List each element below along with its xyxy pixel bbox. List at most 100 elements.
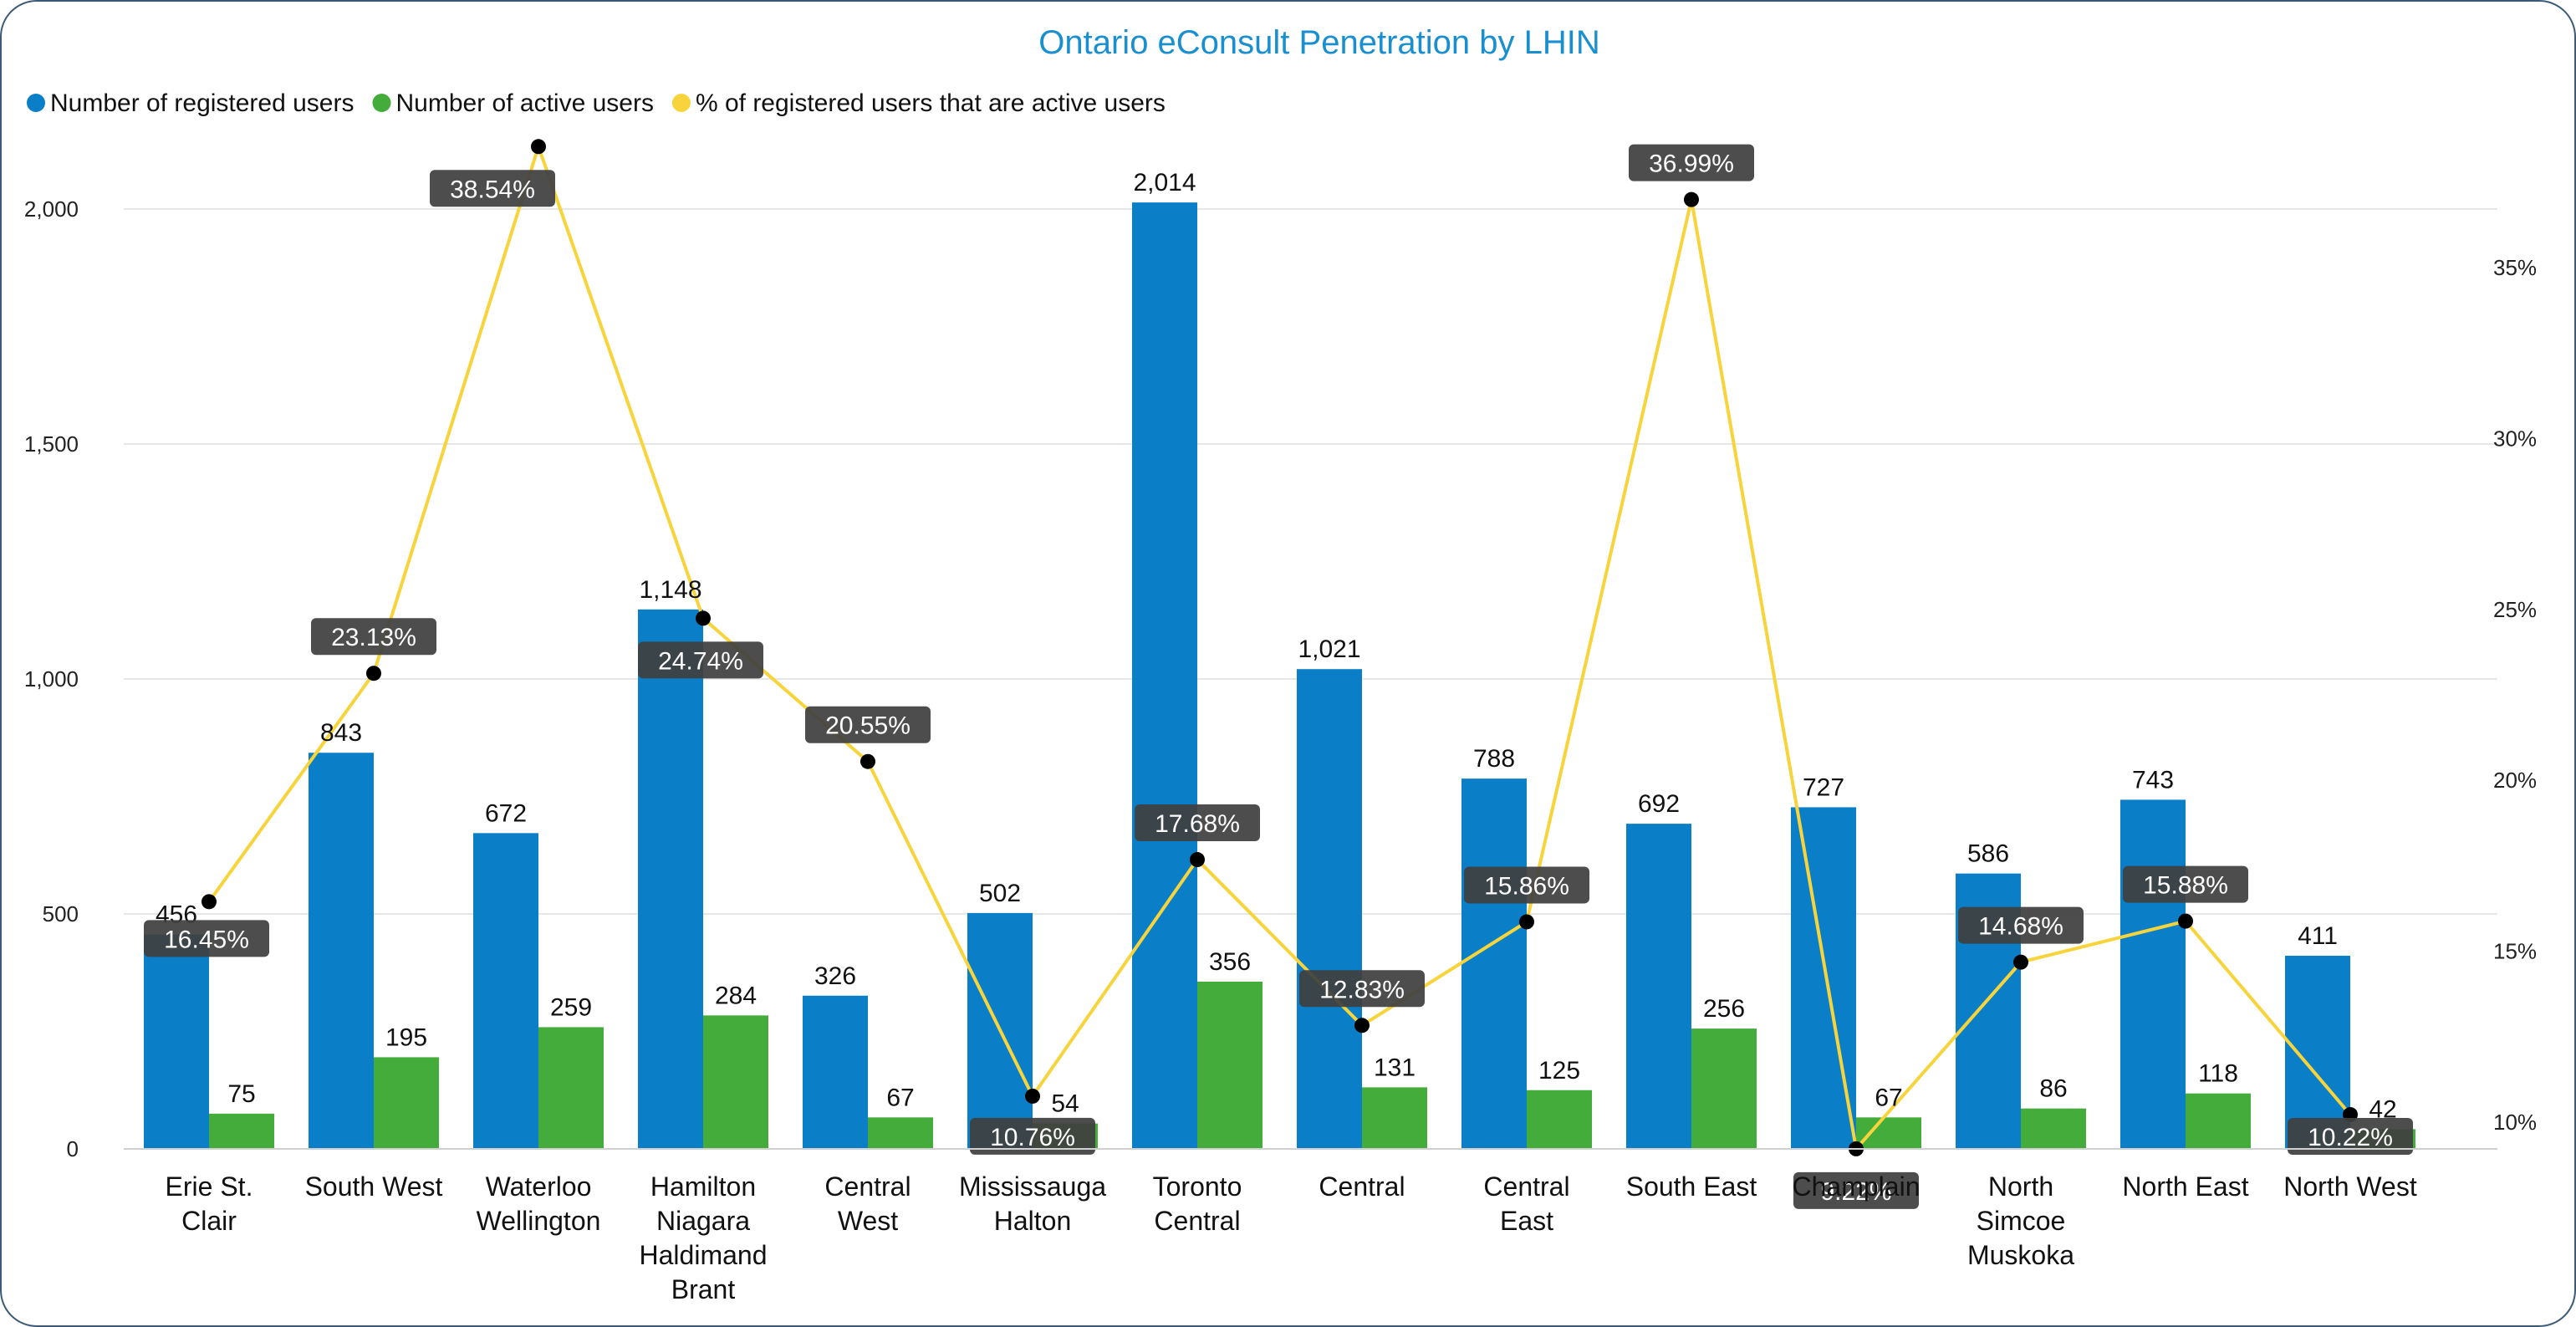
bar-active-users: [1691, 1028, 1757, 1149]
data-label-active: 75: [227, 1080, 255, 1108]
y-right-tick-label: 20%: [2493, 768, 2537, 793]
bar-active-users: [868, 1117, 933, 1149]
percentage-label-box: [1793, 1171, 1919, 1209]
legend-item: % of registered users that are active us…: [671, 89, 1166, 117]
legend-label: Number of active users: [396, 89, 654, 117]
bar-registered-users: [2120, 799, 2186, 1149]
percentage-label-box: [638, 641, 763, 679]
data-label-active: 259: [550, 993, 592, 1021]
bar-registered-users: [144, 934, 209, 1149]
percentage-line-path: [207, 140, 2352, 1153]
bar-active-users: [2186, 1093, 2251, 1149]
percentage-label: 9.22%: [1820, 1178, 1891, 1206]
percentage-line: [201, 139, 2358, 1156]
data-label-active: 256: [1703, 995, 1745, 1023]
category-label: North West: [2283, 1171, 2417, 1202]
data-label-active: 125: [1538, 1057, 1580, 1085]
legend-swatch: [27, 94, 45, 112]
percentage-marker: [1354, 1018, 1370, 1034]
percentage-label-box: [1299, 970, 1425, 1008]
percentage-marker: [2013, 954, 2028, 970]
bar-active-users: [374, 1057, 439, 1149]
percentage-label: 20.55%: [825, 712, 911, 740]
axes: 0 500 1,000 1,500 2,000 10% 15% 20% 25% 30% 35% Eri…: [24, 196, 2537, 1304]
bars: [144, 202, 2415, 1150]
percentage-label-box: [144, 920, 269, 957]
bar-registered-users: [803, 995, 868, 1149]
percentage-label-box: [311, 618, 436, 656]
y-right-tick-label: 10%: [2493, 1110, 2537, 1135]
category-label: Toronto Central: [1153, 1171, 1242, 1236]
bar-registered-users: [1626, 824, 1691, 1149]
category-label: Central East: [1483, 1171, 1569, 1236]
y-left-tick-label: 1,500: [24, 431, 79, 457]
data-label-active: 67: [1875, 1084, 1902, 1111]
data-label-registered: 672: [485, 799, 527, 827]
data-label-registered: 2,014: [1133, 169, 1196, 196]
data-label-active: 131: [1374, 1054, 1416, 1081]
percentage-label: 15.88%: [2143, 872, 2228, 900]
data-label-registered: 743: [2132, 766, 2174, 794]
percentage-label-box: [1958, 906, 2084, 944]
percentage-label: 14.68%: [1978, 913, 2063, 941]
percentage-label: 15.86%: [1484, 872, 1569, 900]
data-label-registered: 788: [1473, 745, 1515, 773]
legend-swatch: [671, 94, 691, 112]
data-label-registered: 692: [1638, 790, 1680, 818]
legend-swatch: [372, 94, 391, 112]
y-right-tick-label: 30%: [2493, 426, 2537, 451]
percentage-label: 24.74%: [658, 647, 743, 675]
data-label-registered: 843: [320, 719, 362, 747]
legend-item: Number of active users: [372, 89, 654, 117]
data-label-active: 86: [2039, 1075, 2067, 1103]
percentage-label-box: [2123, 865, 2248, 903]
bar-active-users: [1197, 981, 1262, 1149]
bar-active-users: [209, 1113, 274, 1149]
category-label: Hamilton Niagara Haldimand Brant: [640, 1171, 768, 1304]
y-left-tick-label: 1,000: [24, 666, 79, 692]
data-label-registered: 411: [2298, 922, 2338, 950]
data-label-active: 118: [2198, 1060, 2238, 1088]
percentage-marker: [366, 666, 381, 681]
y-right-tick-label: 35%: [2493, 255, 2537, 280]
bar-registered-users: [1461, 778, 1527, 1149]
category-label: Waterloo Wellington: [477, 1171, 601, 1236]
percentage-label: 10.76%: [990, 1124, 1075, 1151]
legend-label: Number of registered users: [50, 89, 355, 117]
category-label: South West: [305, 1171, 443, 1202]
legend: Number of registered users Number of acti…: [27, 89, 1166, 117]
y-left-tick-label: 2,000: [24, 196, 79, 222]
percentage-label-box: [970, 1117, 1095, 1155]
bar-active-users: [538, 1027, 604, 1149]
data-label-active: 356: [1209, 948, 1251, 976]
percentage-label: 12.83%: [1319, 976, 1405, 1003]
chart-title: Ontario eConsult Penetration by LHIN: [1038, 24, 1599, 61]
bar-registered-users: [309, 753, 374, 1149]
legend-label: % of registered users that are active us…: [696, 89, 1166, 117]
percentage-marker: [531, 139, 546, 155]
data-label-registered: 502: [979, 880, 1021, 907]
bar-registered-users: [1297, 669, 1362, 1149]
data-label-active: 284: [715, 982, 757, 1009]
category-label: Champlain: [1793, 1171, 1921, 1202]
category-label: Mississauga Halton: [959, 1171, 1106, 1236]
data-label-registered: 1,021: [1298, 635, 1360, 663]
category-label: Erie St. Clair: [166, 1171, 253, 1236]
category-label: South East: [1626, 1171, 1757, 1202]
data-label-registered: 586: [1967, 840, 2009, 868]
percentage-label: 16.45%: [164, 926, 249, 953]
category-label: North East: [2122, 1171, 2248, 1202]
bar-active-users: [1856, 1117, 1921, 1149]
bar-registered-users: [638, 609, 703, 1149]
data-label-registered: 326: [814, 962, 856, 990]
category-label: Central West: [824, 1171, 911, 1236]
legend-item: Number of registered users: [27, 89, 355, 117]
data-label-active: 67: [886, 1084, 914, 1111]
data-label-active: 195: [385, 1023, 427, 1051]
data-label-active: 54: [1051, 1090, 1079, 1118]
percentage-marker: [696, 610, 711, 626]
y-right-tick-label: 25%: [2493, 597, 2537, 622]
percentage-label-box: [805, 706, 931, 743]
percentage-label: 38.54%: [450, 176, 535, 203]
category-label: Central: [1319, 1171, 1405, 1202]
